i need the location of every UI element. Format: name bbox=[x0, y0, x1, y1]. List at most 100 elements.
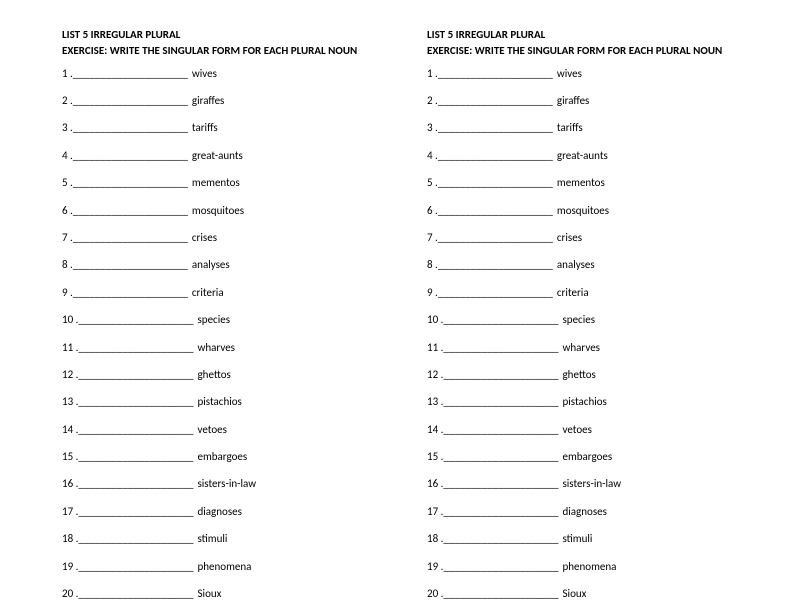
answer-blank: _____________________ bbox=[73, 258, 188, 271]
item-number: 17 . bbox=[427, 505, 443, 518]
item-number: 16 . bbox=[427, 477, 443, 490]
plural-word: wharves bbox=[197, 341, 235, 354]
answer-blank: _____________________ bbox=[73, 121, 188, 134]
exercise-item: 7 ._____________________ crises bbox=[62, 231, 417, 244]
answer-blank: _____________________ bbox=[78, 505, 193, 518]
exercise-item: 16 ._____________________sisters-in-law bbox=[62, 477, 417, 490]
plural-word: giraffes bbox=[192, 94, 224, 107]
answer-blank: _____________________ bbox=[78, 423, 193, 436]
answer-blank: _____________________ bbox=[73, 149, 188, 162]
item-number: 10 . bbox=[62, 313, 78, 326]
plural-word: great-aunts bbox=[557, 149, 608, 162]
item-number: 10 . bbox=[427, 313, 443, 326]
item-number: 12 . bbox=[62, 368, 78, 381]
exercise-item: 6 ._____________________mosquitoes bbox=[427, 204, 782, 217]
exercise-item: 7 ._____________________crises bbox=[427, 231, 782, 244]
answer-blank: _____________________ bbox=[438, 121, 553, 134]
exercise-item: 12 ._____________________ghettos bbox=[427, 368, 782, 381]
answer-blank: _____________________ bbox=[443, 395, 558, 408]
item-number: 2 . bbox=[427, 94, 438, 107]
item-number: 7 . bbox=[427, 231, 438, 244]
answer-blank: _____________________ bbox=[73, 231, 188, 244]
item-number: 8 . bbox=[427, 258, 438, 271]
answer-blank: _____________________ bbox=[73, 176, 188, 189]
plural-word: diagnoses bbox=[562, 505, 606, 518]
right-column: LIST 5 IRREGULAR PLURALEXERCISE: WRITE T… bbox=[427, 28, 782, 614]
plural-word: embargoes bbox=[197, 450, 247, 463]
answer-blank: _____________________ bbox=[78, 477, 193, 490]
answer-blank: _____________________ bbox=[438, 258, 553, 271]
plural-word: vetoes bbox=[197, 423, 226, 436]
exercise-item: 13 ._____________________ pistachios bbox=[427, 395, 782, 408]
item-number: 5 . bbox=[427, 176, 438, 189]
plural-word: analyses bbox=[557, 258, 595, 271]
plural-word: great-aunts bbox=[192, 149, 243, 162]
item-number: 1 . bbox=[427, 67, 438, 80]
plural-word: sisters-in-law bbox=[562, 477, 621, 490]
item-number: 20 . bbox=[62, 587, 78, 600]
exercise-item: 18 ._____________________stimuli bbox=[427, 532, 782, 545]
plural-word: wharves bbox=[562, 341, 600, 354]
worksheet-page: LIST 5 IRREGULAR PLURALEXERCISE: WRITE T… bbox=[0, 0, 792, 614]
item-number: 15 . bbox=[62, 450, 78, 463]
answer-blank: _____________________ bbox=[78, 341, 193, 354]
plural-word: diagnoses bbox=[197, 505, 241, 518]
exercise-item: 8 ._____________________ analyses bbox=[427, 258, 782, 271]
plural-word: stimuli bbox=[562, 532, 592, 545]
exercise-item: 20 ._____________________ Sioux bbox=[427, 587, 782, 600]
plural-word: tariffs bbox=[192, 121, 218, 134]
exercise-item: 19 ._____________________phenomena bbox=[427, 560, 782, 573]
item-number: 16 . bbox=[62, 477, 78, 490]
plural-word: mementos bbox=[557, 176, 605, 189]
answer-blank: _____________________ bbox=[443, 423, 558, 436]
exercise-item: 14 ._____________________ vetoes bbox=[427, 423, 782, 436]
exercise-item: 15 ._____________________embargoes bbox=[427, 450, 782, 463]
plural-word: vetoes bbox=[562, 423, 591, 436]
answer-blank: _____________________ bbox=[78, 587, 193, 600]
exercise-item: 1 ._____________________wives bbox=[62, 67, 417, 80]
item-number: 3 . bbox=[62, 121, 73, 134]
exercise-item: 8 ._____________________analyses bbox=[62, 258, 417, 271]
exercise-item: 10 ._____________________species bbox=[62, 313, 417, 326]
answer-blank: _____________________ bbox=[438, 149, 553, 162]
answer-blank: _____________________ bbox=[78, 532, 193, 545]
plural-word: phenomena bbox=[197, 560, 251, 573]
plural-word: crises bbox=[192, 231, 217, 244]
plural-word: Sioux bbox=[562, 587, 586, 600]
exercise-item: 19 ._____________________phenomena bbox=[62, 560, 417, 573]
exercise-item: 14 ._____________________vetoes bbox=[62, 423, 417, 436]
answer-blank: _____________________ bbox=[443, 532, 558, 545]
item-number: 20 . bbox=[427, 587, 443, 600]
exercise-item: 17 ._____________________diagnoses bbox=[62, 505, 417, 518]
item-number: 8 . bbox=[62, 258, 73, 271]
item-number: 14 . bbox=[427, 423, 443, 436]
answer-blank: _____________________ bbox=[78, 368, 193, 381]
plural-word: species bbox=[197, 313, 230, 326]
item-number: 7 . bbox=[62, 231, 73, 244]
answer-blank: _____________________ bbox=[73, 286, 188, 299]
plural-word: tariffs bbox=[557, 121, 583, 134]
item-number: 11 . bbox=[62, 341, 78, 354]
exercise-item: 20 ._____________________ Sioux bbox=[62, 587, 417, 600]
answer-blank: _____________________ bbox=[438, 176, 553, 189]
plural-word: mosquitoes bbox=[557, 204, 609, 217]
answer-blank: _____________________ bbox=[78, 560, 193, 573]
plural-word: pistachios bbox=[562, 395, 606, 408]
plural-word: pistachios bbox=[197, 395, 241, 408]
exercise-item: 6 ._____________________mosquitoes bbox=[62, 204, 417, 217]
plural-word: wives bbox=[557, 67, 582, 80]
exercise-item: 9 ._____________________criteria bbox=[62, 286, 417, 299]
exercise-item: 15 ._____________________embargoes bbox=[62, 450, 417, 463]
item-number: 19 . bbox=[427, 560, 443, 573]
exercise-item: 4 ._____________________ great-aunts bbox=[62, 149, 417, 162]
exercise-item: 11 ._____________________wharves bbox=[427, 341, 782, 354]
answer-blank: _____________________ bbox=[443, 587, 558, 600]
plural-word: stimuli bbox=[197, 532, 227, 545]
left-column: LIST 5 IRREGULAR PLURALEXERCISE: WRITE T… bbox=[62, 28, 417, 614]
exercise-item: 17 ._____________________diagnoses bbox=[427, 505, 782, 518]
plural-word: Sioux bbox=[197, 587, 221, 600]
item-number: 13 . bbox=[427, 395, 443, 408]
exercise-item: 11 ._____________________ wharves bbox=[62, 341, 417, 354]
item-number: 6 . bbox=[427, 204, 438, 217]
item-number: 4 . bbox=[62, 149, 73, 162]
